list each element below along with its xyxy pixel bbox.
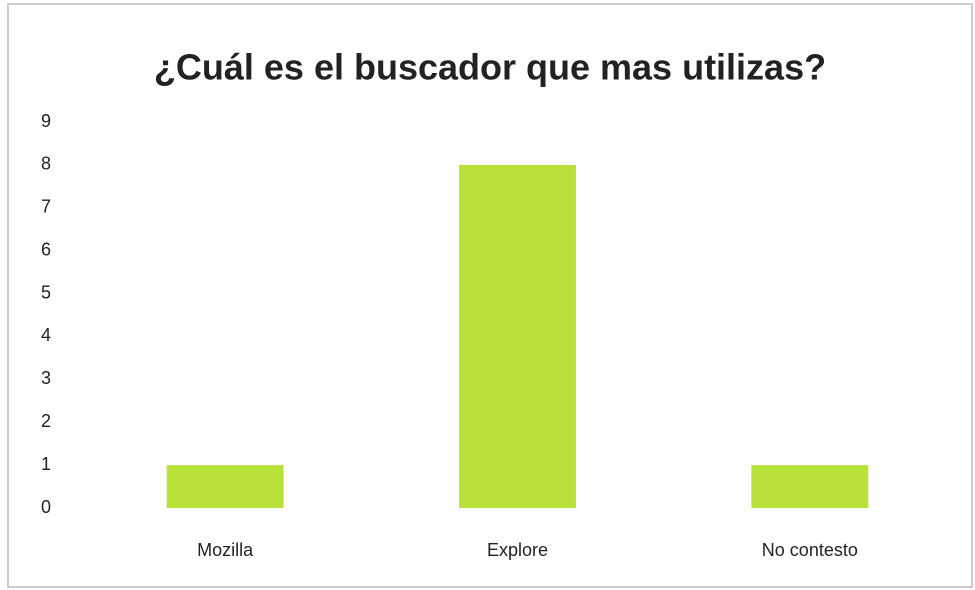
y-tick-label: 5: [41, 282, 51, 302]
y-tick-label: 0: [41, 497, 51, 517]
bar: [751, 465, 869, 508]
x-tick-label: No contesto: [762, 540, 858, 560]
y-tick-label: 9: [41, 111, 51, 131]
y-tick-label: 6: [41, 239, 51, 259]
y-tick-label: 4: [41, 325, 51, 345]
chart-title: ¿Cuál es el buscador que mas utilizas?: [154, 47, 826, 88]
bar: [166, 465, 284, 508]
x-tick-label: Mozilla: [197, 540, 254, 560]
y-tick-label: 1: [41, 454, 51, 474]
y-tick-label: 3: [41, 368, 51, 388]
x-tick-label: Explore: [487, 540, 548, 560]
y-tick-label: 7: [41, 197, 51, 217]
bar: [459, 164, 576, 508]
y-tick-label: 8: [41, 154, 51, 174]
y-tick-label: 2: [41, 411, 51, 431]
